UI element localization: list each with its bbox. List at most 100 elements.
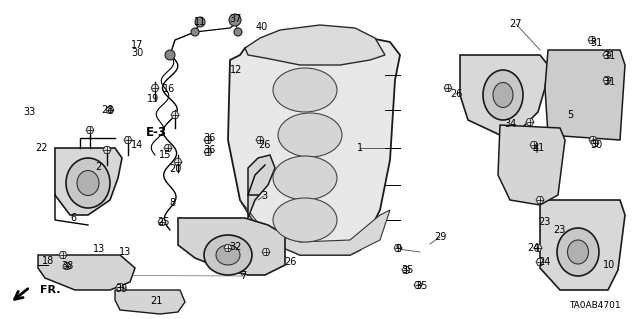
Ellipse shape <box>191 28 199 36</box>
Text: 28: 28 <box>101 105 113 115</box>
Text: 4: 4 <box>533 145 539 155</box>
Polygon shape <box>171 112 179 118</box>
Text: 27: 27 <box>509 19 522 29</box>
Text: 9: 9 <box>395 244 401 254</box>
Ellipse shape <box>195 17 205 27</box>
Text: 39: 39 <box>115 284 127 294</box>
Ellipse shape <box>216 245 240 265</box>
Polygon shape <box>536 258 544 265</box>
Polygon shape <box>534 245 542 251</box>
Polygon shape <box>116 284 124 291</box>
Ellipse shape <box>273 198 337 242</box>
Ellipse shape <box>273 68 337 112</box>
Ellipse shape <box>234 28 242 36</box>
Text: 24: 24 <box>538 257 550 267</box>
Polygon shape <box>526 119 534 125</box>
Text: 30: 30 <box>590 140 602 150</box>
Text: 1: 1 <box>357 143 363 153</box>
Text: 35: 35 <box>415 281 427 291</box>
Text: 35: 35 <box>401 265 413 275</box>
Polygon shape <box>124 137 132 144</box>
Text: 34: 34 <box>504 119 516 129</box>
Polygon shape <box>204 137 212 144</box>
Text: 33: 33 <box>23 107 35 117</box>
Polygon shape <box>248 155 275 218</box>
Polygon shape <box>174 159 182 166</box>
Text: 38: 38 <box>61 261 73 271</box>
Polygon shape <box>240 200 390 255</box>
Polygon shape <box>164 145 172 152</box>
Text: FR.: FR. <box>40 285 61 295</box>
Polygon shape <box>262 249 270 256</box>
Text: 36: 36 <box>203 145 215 155</box>
Text: 5: 5 <box>567 110 573 120</box>
Polygon shape <box>591 139 599 146</box>
Text: 11: 11 <box>194 17 206 27</box>
Polygon shape <box>228 38 400 255</box>
Text: 3: 3 <box>261 191 267 201</box>
Ellipse shape <box>493 83 513 108</box>
Text: 26: 26 <box>450 89 462 99</box>
Ellipse shape <box>165 50 175 60</box>
Ellipse shape <box>77 170 99 196</box>
Polygon shape <box>402 267 410 273</box>
Text: TA0AB4701: TA0AB4701 <box>569 300 621 309</box>
Text: 6: 6 <box>70 213 76 223</box>
Text: 31: 31 <box>603 51 615 61</box>
Text: 8: 8 <box>169 198 175 208</box>
Text: 13: 13 <box>119 247 131 257</box>
Ellipse shape <box>273 156 337 200</box>
Polygon shape <box>603 52 611 58</box>
Text: 19: 19 <box>147 94 159 104</box>
Text: 26: 26 <box>258 140 270 150</box>
Polygon shape <box>224 245 232 251</box>
Text: 41: 41 <box>533 143 545 153</box>
Polygon shape <box>394 245 402 251</box>
Text: 36: 36 <box>203 133 215 143</box>
Ellipse shape <box>229 14 241 26</box>
Text: 31: 31 <box>590 38 602 48</box>
Polygon shape <box>151 85 159 92</box>
Text: 37: 37 <box>229 14 241 24</box>
Polygon shape <box>545 50 625 140</box>
Text: 17: 17 <box>131 40 143 50</box>
Polygon shape <box>540 200 625 290</box>
Polygon shape <box>444 85 452 92</box>
Polygon shape <box>588 37 596 43</box>
Ellipse shape <box>483 70 523 120</box>
Text: 7: 7 <box>240 271 246 281</box>
Polygon shape <box>498 125 565 205</box>
Ellipse shape <box>278 113 342 157</box>
Text: 26: 26 <box>284 257 296 267</box>
Polygon shape <box>86 127 94 133</box>
Text: 23: 23 <box>538 217 550 227</box>
Text: 40: 40 <box>256 22 268 32</box>
Text: 32: 32 <box>230 242 242 252</box>
Text: 15: 15 <box>159 150 171 160</box>
Text: 12: 12 <box>230 65 242 75</box>
Polygon shape <box>589 137 597 144</box>
Polygon shape <box>603 77 611 84</box>
Polygon shape <box>55 148 122 215</box>
Text: 31: 31 <box>603 77 615 87</box>
Text: 22: 22 <box>35 143 47 153</box>
Polygon shape <box>38 255 135 290</box>
Ellipse shape <box>557 228 599 276</box>
Polygon shape <box>178 218 285 275</box>
Text: 21: 21 <box>150 296 162 306</box>
Polygon shape <box>530 142 538 148</box>
Polygon shape <box>245 25 385 65</box>
Text: 14: 14 <box>131 140 143 150</box>
Polygon shape <box>536 197 544 204</box>
Text: 20: 20 <box>169 164 181 174</box>
Polygon shape <box>103 146 111 153</box>
Polygon shape <box>115 290 185 314</box>
Polygon shape <box>414 282 422 288</box>
Ellipse shape <box>204 235 252 275</box>
Ellipse shape <box>66 158 110 208</box>
Polygon shape <box>460 55 548 135</box>
Polygon shape <box>256 137 264 144</box>
Ellipse shape <box>568 240 589 264</box>
Text: 18: 18 <box>42 256 54 266</box>
Text: 30: 30 <box>131 48 143 58</box>
